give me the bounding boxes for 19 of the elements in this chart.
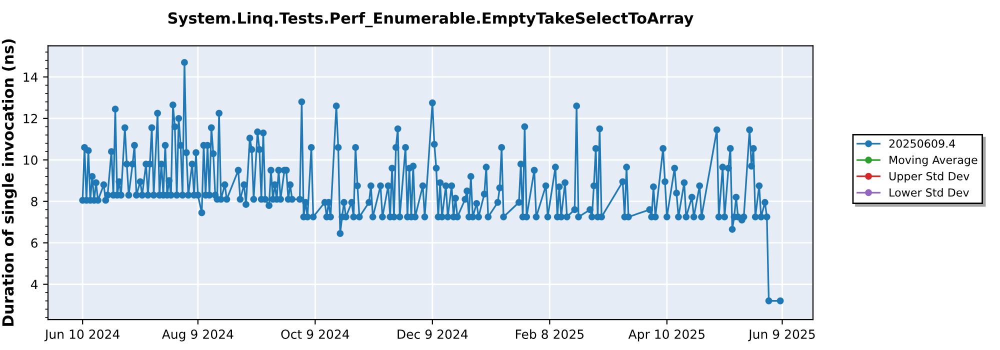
x-tick-label: Dec 9 2024 bbox=[398, 329, 468, 339]
x-tick-label: Jun 9 2025 bbox=[748, 329, 815, 342]
y-tick-label: 6 bbox=[31, 238, 38, 248]
y-tick-label: 14 bbox=[24, 72, 38, 82]
legend-label: Moving Average bbox=[890, 155, 978, 166]
x-tick-label: Jun 10 2024 bbox=[44, 329, 120, 342]
y-tick-label: 4 bbox=[30, 280, 38, 290]
legend-label: 20250609.4 bbox=[889, 139, 956, 148]
chart-title: System.Linq.Tests.Perf_Enumerable.EmptyTakeSelectToArray bbox=[168, 12, 694, 28]
x-tick-label: Oct 9 2024 bbox=[281, 329, 350, 339]
x-tick-label: Feb 8 2025 bbox=[516, 329, 584, 339]
x-tick-label: Aug 9 2024 bbox=[162, 329, 234, 342]
y-axis-title: Duration of single invocation (ns) bbox=[2, 39, 17, 326]
x-tick-label: Apr 10 2025 bbox=[628, 329, 704, 342]
y-tick-label: 10 bbox=[24, 155, 38, 165]
legend-label: Upper Std Dev bbox=[890, 172, 970, 183]
legend-label: Lower Std Dev bbox=[890, 188, 969, 197]
y-tick-label: 12 bbox=[24, 114, 38, 124]
y-tick-label: 8 bbox=[31, 196, 38, 206]
